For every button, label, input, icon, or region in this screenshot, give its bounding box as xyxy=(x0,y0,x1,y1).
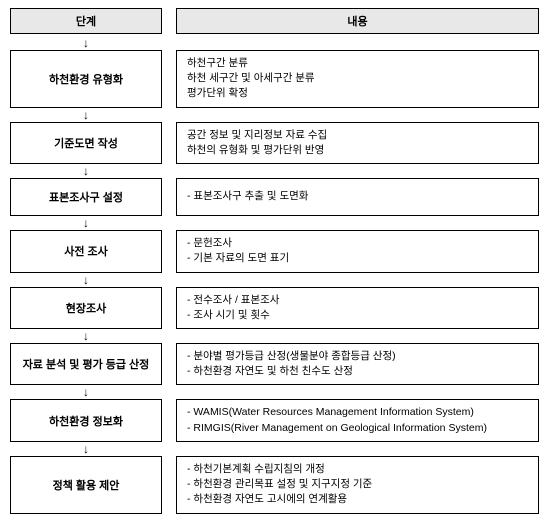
step-title: 정책 활용 제안 xyxy=(10,456,162,514)
content-line: - 문헌조사 xyxy=(187,236,528,251)
content-line: - 기본 자료의 도면 표기 xyxy=(187,251,528,266)
header-content: 내용 xyxy=(176,8,539,34)
content-line: 평가단위 확정 xyxy=(187,86,528,101)
flowchart: ↓하천환경 유형화하천구간 분류하천 세구간 및 아세구간 분류평가단위 확정↓… xyxy=(10,36,539,514)
arrow-down-icon: ↓ xyxy=(10,329,162,343)
content-line: 하천구간 분류 xyxy=(187,56,528,71)
arrow-down-icon: ↓ xyxy=(10,216,162,230)
step-row: 표본조사구 설정 - 표본조사구 추출 및 도면화 xyxy=(10,178,539,216)
step-row: 현장조사 - 전수조사 / 표본조사- 조사 시기 및 횟수 xyxy=(10,287,539,329)
content-line: 하천 세구간 및 아세구간 분류 xyxy=(187,71,528,86)
step-title: 사전 조사 xyxy=(10,230,162,272)
content-line: - 하천환경 관리목표 설정 및 지구지정 기준 xyxy=(187,477,528,492)
arrow-down-icon: ↓ xyxy=(10,273,162,287)
step-title: 표본조사구 설정 xyxy=(10,178,162,216)
content-line: - 하천환경 자연도 및 하천 친수도 산정 xyxy=(187,364,528,379)
step-content: - 표본조사구 추출 및 도면화 xyxy=(176,178,539,216)
step-content: - 분야별 평가등급 산정(생물분야 종합등급 산정)- 하천환경 자연도 및 … xyxy=(176,343,539,385)
content-line: - 하천환경 자연도 고시에의 연계활용 xyxy=(187,492,528,507)
step-row: 하천환경 유형화하천구간 분류하천 세구간 및 아세구간 분류평가단위 확정 xyxy=(10,50,539,108)
content-line: - 전수조사 / 표본조사 xyxy=(187,293,528,308)
step-title: 자료 분석 및 평가 등급 산정 xyxy=(10,343,162,385)
content-line: - 하천기본계획 수립지침의 개정 xyxy=(187,462,528,477)
step-row: 기준도면 작성 공간 정보 및 지리정보 자료 수집하천의 유형화 및 평가단위 … xyxy=(10,122,539,164)
step-row: 정책 활용 제안- 하천기본계획 수립지침의 개정- 하천환경 관리목표 설정 … xyxy=(10,456,539,514)
arrow-down-icon: ↓ xyxy=(10,36,162,50)
arrow-down-icon: ↓ xyxy=(10,442,162,456)
arrow-down-icon: ↓ xyxy=(10,108,162,122)
step-title: 하천환경 유형화 xyxy=(10,50,162,108)
step-content: 하천구간 분류하천 세구간 및 아세구간 분류평가단위 확정 xyxy=(176,50,539,108)
step-row: 하천환경 정보화 - WAMIS(Water Resources Manageme… xyxy=(10,399,539,441)
header-row: 단계 내용 xyxy=(10,8,539,34)
arrow-down-icon: ↓ xyxy=(10,164,162,178)
step-row: 사전 조사 - 문헌조사- 기본 자료의 도면 표기 xyxy=(10,230,539,272)
step-title: 현장조사 xyxy=(10,287,162,329)
content-line: - 조사 시기 및 횟수 xyxy=(187,308,528,323)
step-content: - WAMIS(Water Resources Management Infor… xyxy=(176,399,539,441)
content-line: 하천의 유형화 및 평가단위 반영 xyxy=(187,143,528,158)
content-line: 공간 정보 및 지리정보 자료 수집 xyxy=(187,128,528,143)
content-line: - 분야별 평가등급 산정(생물분야 종합등급 산정) xyxy=(187,349,528,364)
step-content: - 문헌조사- 기본 자료의 도면 표기 xyxy=(176,230,539,272)
arrow-down-icon: ↓ xyxy=(10,385,162,399)
step-title: 기준도면 작성 xyxy=(10,122,162,164)
content-line: - RIMGIS(River Management on Geological … xyxy=(187,421,528,436)
step-content: 공간 정보 및 지리정보 자료 수집하천의 유형화 및 평가단위 반영 xyxy=(176,122,539,164)
header-stage: 단계 xyxy=(10,8,162,34)
step-title: 하천환경 정보화 xyxy=(10,399,162,441)
content-line: - 표본조사구 추출 및 도면화 xyxy=(187,189,528,204)
step-content: - 전수조사 / 표본조사- 조사 시기 및 횟수 xyxy=(176,287,539,329)
step-row: 자료 분석 및 평가 등급 산정 - 분야별 평가등급 산정(생물분야 종합등급 … xyxy=(10,343,539,385)
content-line: - WAMIS(Water Resources Management Infor… xyxy=(187,405,528,420)
step-content: - 하천기본계획 수립지침의 개정- 하천환경 관리목표 설정 및 지구지정 기… xyxy=(176,456,539,514)
